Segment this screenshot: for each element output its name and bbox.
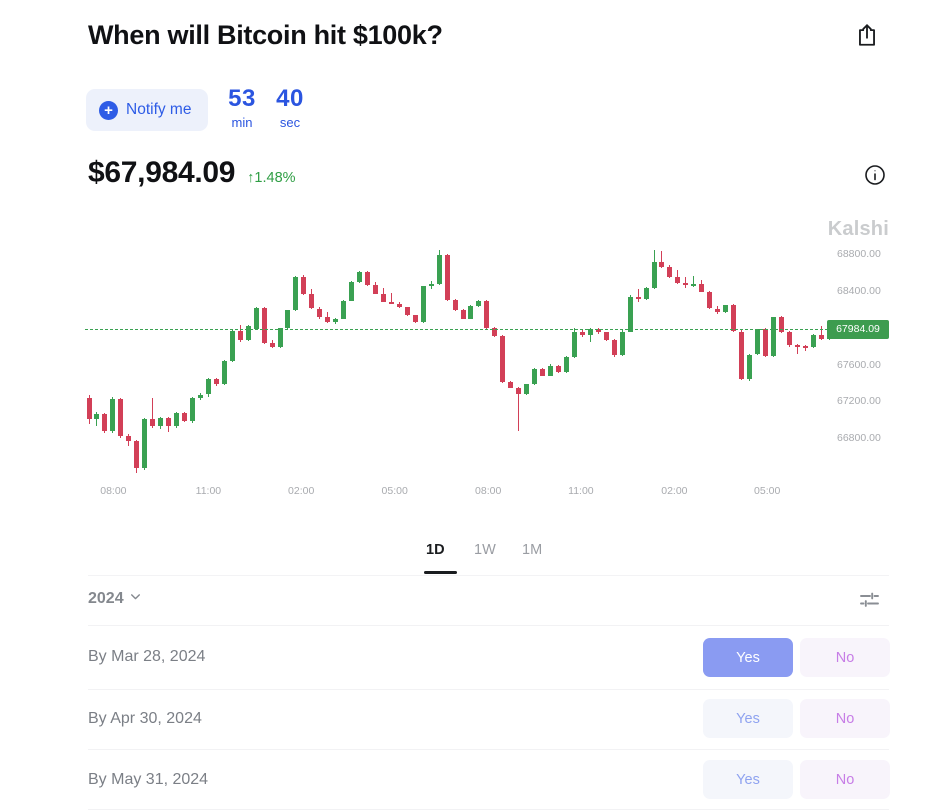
current-price-badge: 67984.09: [827, 319, 889, 339]
tab-1m[interactable]: 1M: [522, 542, 543, 558]
filter-settings-button[interactable]: [856, 588, 882, 614]
yes-button-may-31[interactable]: Yes: [703, 760, 793, 799]
candlestick-plot: [85, 245, 833, 475]
market-label: By Apr 30, 2024: [88, 710, 202, 727]
x-axis-label: 05:00: [754, 485, 781, 497]
yes-button-apr-30[interactable]: Yes: [703, 699, 793, 738]
current-price: $67,984.09: [88, 156, 236, 189]
share-icon: [854, 24, 880, 51]
timer-minutes-label: min: [231, 115, 253, 130]
no-button-apr-30[interactable]: No: [800, 699, 890, 738]
price-change: ↑1.48%: [247, 170, 296, 186]
info-button[interactable]: [862, 163, 888, 189]
timer-seconds-label: sec: [279, 115, 301, 130]
plus-circle-icon: +: [99, 100, 118, 120]
market-label: By Mar 28, 2024: [88, 648, 206, 665]
market-label: By May 31, 2024: [88, 771, 209, 788]
row-divider: [88, 809, 889, 810]
notify-me-button[interactable]: + Notify me: [86, 89, 209, 131]
y-axis-label: 68800.00: [837, 248, 881, 261]
page-title: When will Bitcoin hit $100k?: [88, 20, 443, 50]
y-axis-label: 67200.00: [837, 395, 881, 408]
price-row: $67,984.09 ↑1.48%: [88, 156, 296, 190]
countdown-timer: 53 min 40 sec: [226, 85, 306, 130]
tab-1d[interactable]: 1D: [426, 542, 445, 558]
x-axis-label: 11:00: [568, 485, 594, 497]
y-axis-label: 67600.00: [837, 358, 881, 371]
no-button-mar-28[interactable]: No: [800, 638, 890, 677]
timer-seconds: 40: [276, 85, 304, 112]
x-axis-label: 11:00: [195, 485, 222, 497]
row-divider: [88, 625, 889, 626]
no-button-may-31[interactable]: No: [800, 760, 890, 799]
tabs-divider: [88, 575, 889, 576]
notify-me-label: Notify me: [126, 101, 192, 118]
up-arrow-icon: ↑: [247, 170, 255, 186]
x-axis-label: 08:00: [100, 485, 127, 497]
row-divider: [88, 749, 889, 750]
kalshi-watermark: Kalshi: [827, 218, 889, 240]
x-axis-label: 05:00: [381, 485, 408, 497]
y-axis-label: 66800.00: [837, 432, 881, 445]
year-dropdown-label: 2024: [88, 590, 124, 607]
x-axis-label: 02:00: [661, 485, 688, 497]
sliders-icon: [857, 592, 881, 615]
chevron-down-icon: [129, 590, 142, 608]
price-chart[interactable]: Kalshi 68800.00 68400.00 67600.00 67200.00 6…: [85, 218, 891, 508]
y-axis-label: 68400.00: [837, 285, 881, 297]
x-axis-label: 02:00: [288, 485, 315, 497]
year-dropdown[interactable]: 2024: [88, 590, 142, 608]
x-axis-label: 08:00: [475, 485, 502, 497]
active-tab-underline: [424, 571, 457, 574]
timer-minutes: 53: [228, 85, 256, 112]
share-button[interactable]: [853, 22, 881, 50]
yes-button-mar-28[interactable]: Yes: [703, 638, 793, 677]
current-price-line: [85, 329, 833, 331]
tab-1w[interactable]: 1W: [474, 542, 496, 558]
info-icon: [863, 165, 887, 190]
row-divider: [88, 689, 889, 690]
